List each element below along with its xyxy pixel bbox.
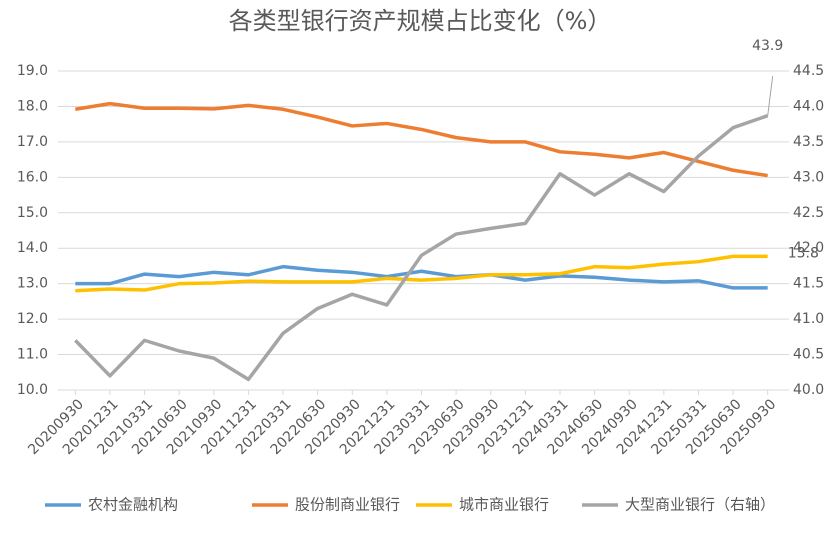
y2-tick-label: 42.0 xyxy=(793,240,824,256)
y2-tick-label: 43.0 xyxy=(793,169,824,185)
y-tick-label: 13.0 xyxy=(17,276,48,292)
y-tick-label: 17.0 xyxy=(17,134,48,150)
y2-tick-label: 43.5 xyxy=(793,134,824,150)
y2-tick-label: 40.5 xyxy=(793,347,824,363)
legend-label: 城市商业银行 xyxy=(459,496,549,514)
y-tick-label: 12.0 xyxy=(17,311,48,327)
chart-title: 各类型银行资产规模占比变化（%） xyxy=(229,7,612,35)
legend-label: 股份制商业银行 xyxy=(295,496,400,514)
y2-tick-label: 41.5 xyxy=(793,276,824,292)
y2-tick-label: 44.0 xyxy=(793,98,824,114)
series-line xyxy=(74,114,769,382)
y2-tick-label: 41.0 xyxy=(793,311,824,327)
y-tick-label: 14.0 xyxy=(17,240,48,256)
y-tick-label: 16.0 xyxy=(17,169,48,185)
y-tick-label: 18.0 xyxy=(17,98,48,114)
legend-label: 大型商业银行（右轴） xyxy=(625,496,775,514)
y-tick-label: 19.0 xyxy=(17,63,48,79)
series-line xyxy=(75,254,768,293)
y2-tick-label: 42.5 xyxy=(793,205,824,221)
y-tick-label: 10.0 xyxy=(17,382,48,398)
y2-tick-label: 44.5 xyxy=(793,63,824,79)
leader-line xyxy=(767,75,774,116)
y-tick-label: 11.0 xyxy=(17,347,48,363)
series-line xyxy=(75,101,768,178)
series-line xyxy=(75,264,768,290)
data-label: 13.8 xyxy=(788,245,819,261)
data-label: 43.9 xyxy=(752,38,783,54)
legend-label: 农村金融机构 xyxy=(88,496,178,514)
y-tick-label: 15.0 xyxy=(17,205,48,221)
y2-tick-label: 40.0 xyxy=(793,382,824,398)
